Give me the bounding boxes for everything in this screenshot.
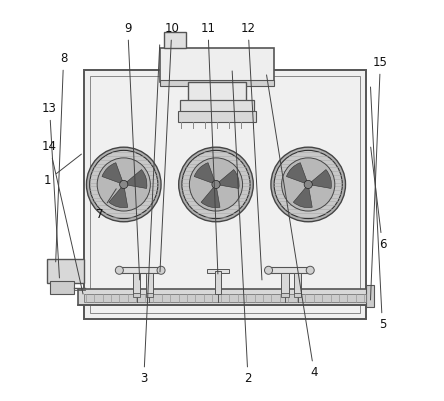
Bar	[47, 259, 83, 283]
Text: 2: 2	[232, 71, 252, 385]
Text: 8: 8	[56, 52, 67, 262]
Wedge shape	[286, 163, 308, 184]
Bar	[180, 100, 254, 112]
Text: 3: 3	[140, 45, 160, 385]
Circle shape	[115, 266, 123, 274]
Text: 7: 7	[96, 189, 116, 221]
Circle shape	[190, 158, 242, 211]
Circle shape	[120, 180, 128, 188]
Wedge shape	[216, 170, 239, 188]
Circle shape	[281, 158, 335, 211]
Bar	[294, 273, 301, 294]
Text: 14: 14	[42, 140, 83, 294]
Bar	[270, 267, 308, 273]
Circle shape	[97, 158, 151, 211]
Circle shape	[212, 180, 220, 188]
Circle shape	[304, 180, 312, 188]
Bar	[178, 111, 256, 122]
Circle shape	[271, 147, 345, 222]
Text: 6: 6	[371, 147, 386, 251]
Text: 15: 15	[370, 56, 388, 300]
Text: 9: 9	[124, 22, 140, 280]
Circle shape	[90, 150, 158, 219]
Text: 13: 13	[42, 102, 59, 278]
Bar	[50, 281, 74, 294]
Bar	[78, 289, 373, 305]
Text: 4: 4	[266, 75, 318, 379]
Circle shape	[157, 266, 165, 274]
Wedge shape	[194, 163, 216, 184]
Bar	[121, 267, 159, 273]
Bar	[281, 273, 289, 294]
Wedge shape	[102, 163, 124, 184]
Circle shape	[265, 266, 273, 274]
Text: 5: 5	[370, 87, 386, 331]
Bar	[160, 80, 274, 86]
Wedge shape	[293, 184, 312, 208]
Circle shape	[182, 150, 250, 219]
Text: 11: 11	[200, 22, 218, 274]
Bar	[164, 32, 186, 48]
Circle shape	[87, 147, 161, 222]
Bar	[215, 271, 221, 294]
Wedge shape	[201, 184, 220, 208]
Bar	[207, 269, 229, 273]
Bar	[294, 293, 301, 297]
Bar	[133, 293, 140, 297]
Bar	[146, 273, 153, 294]
Bar	[146, 293, 153, 297]
Bar	[83, 70, 366, 319]
Text: 10: 10	[160, 22, 179, 272]
Circle shape	[274, 150, 342, 219]
Circle shape	[178, 147, 253, 222]
Bar	[188, 82, 246, 102]
Text: 1: 1	[44, 154, 81, 187]
Bar	[365, 285, 373, 307]
Bar	[83, 294, 366, 302]
Circle shape	[306, 266, 314, 274]
Wedge shape	[124, 170, 147, 188]
Wedge shape	[308, 170, 331, 188]
Wedge shape	[109, 184, 128, 208]
Text: 12: 12	[241, 22, 262, 280]
Bar	[281, 293, 289, 297]
Bar	[90, 76, 361, 313]
Bar	[133, 273, 140, 294]
Bar	[160, 48, 274, 82]
